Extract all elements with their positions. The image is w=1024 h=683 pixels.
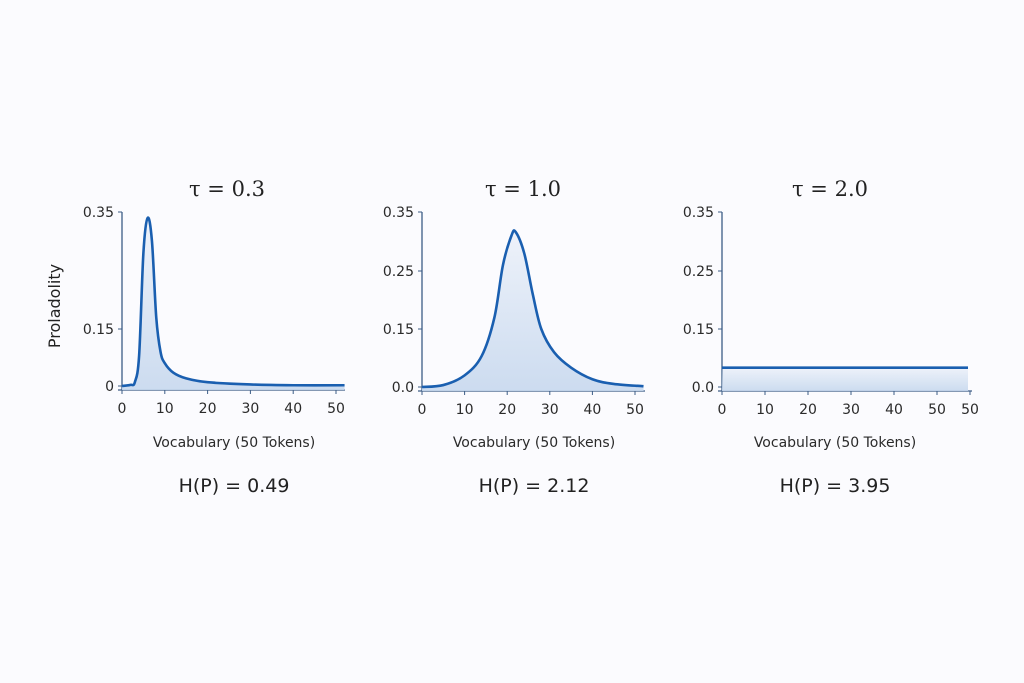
area-fill xyxy=(722,367,968,391)
x-tick-label: 50 xyxy=(961,402,979,418)
x-tick-label: 20 xyxy=(498,402,516,418)
x-tick-label: 30 xyxy=(541,402,559,418)
y-axis-label: Proladolity xyxy=(45,264,64,348)
x-axis-label: Vocabulary (50 Tokens) xyxy=(754,435,916,451)
x-axis-label: Vocabulary (50 Tokens) xyxy=(153,435,315,451)
entropy-label: H(P) = 3.95 xyxy=(780,475,891,497)
x-tick-label: 10 xyxy=(156,401,174,417)
x-tick-label: 30 xyxy=(241,401,259,417)
panel-1: τ = 0.3 0 0.15 0.35 0 10 20 30 40 50 Vocabulary (5… xyxy=(45,177,345,497)
x-tick-label: 0 xyxy=(418,402,427,418)
x-tick-label: 10 xyxy=(456,402,474,418)
y-tick-label: 0.35 xyxy=(83,205,114,221)
x-tick-label: 40 xyxy=(885,402,903,418)
panel-3: τ = 2.0 0.0 0.15 0.25 0.35 0 10 20 30 40 50 50 Vocab… xyxy=(683,177,979,497)
y-tick-label: 0.25 xyxy=(383,264,414,280)
probability-line xyxy=(421,229,644,389)
x-tick-label: 50 xyxy=(626,402,644,418)
probability-line xyxy=(121,216,345,388)
x-tick-label: 20 xyxy=(199,401,217,417)
panel-title: τ = 1.0 xyxy=(485,177,561,201)
y-tick-label: 0.0 xyxy=(392,380,414,396)
x-tick-label: 40 xyxy=(284,401,302,417)
x-tick-label: 40 xyxy=(583,402,601,418)
panel-title: τ = 0.3 xyxy=(189,177,265,201)
y-tick-label: 0.25 xyxy=(683,264,714,280)
x-axis-label: Vocabulary (50 Tokens) xyxy=(453,435,615,451)
area-fill xyxy=(122,217,345,390)
y-tick-label: 0.35 xyxy=(383,205,414,221)
x-tick-label: 10 xyxy=(756,402,774,418)
x-tick-label: 20 xyxy=(799,402,817,418)
y-tick-label: 0.15 xyxy=(83,322,114,338)
x-tick-label: 50 xyxy=(327,401,345,417)
y-tick-label: 0.15 xyxy=(383,322,414,338)
area-fill xyxy=(422,230,644,391)
y-tick-label: 0.35 xyxy=(683,205,714,221)
x-tick-label: 30 xyxy=(842,402,860,418)
panel-title: τ = 2.0 xyxy=(792,177,868,201)
x-tick-label: 0 xyxy=(718,402,727,418)
entropy-label: H(P) = 2.12 xyxy=(479,475,590,497)
panel-2: τ = 1.0 0.0 0.15 0.25 0.35 0 10 20 30 40 50 Vocabul… xyxy=(383,177,645,497)
x-tick-label: 50 xyxy=(928,402,946,418)
y-tick-label: 0.0 xyxy=(692,380,714,396)
x-tick-label: 0 xyxy=(118,401,127,417)
y-tick-label: 0 xyxy=(105,379,114,395)
entropy-label: H(P) = 0.49 xyxy=(179,475,290,497)
y-tick-label: 0.15 xyxy=(683,322,714,338)
